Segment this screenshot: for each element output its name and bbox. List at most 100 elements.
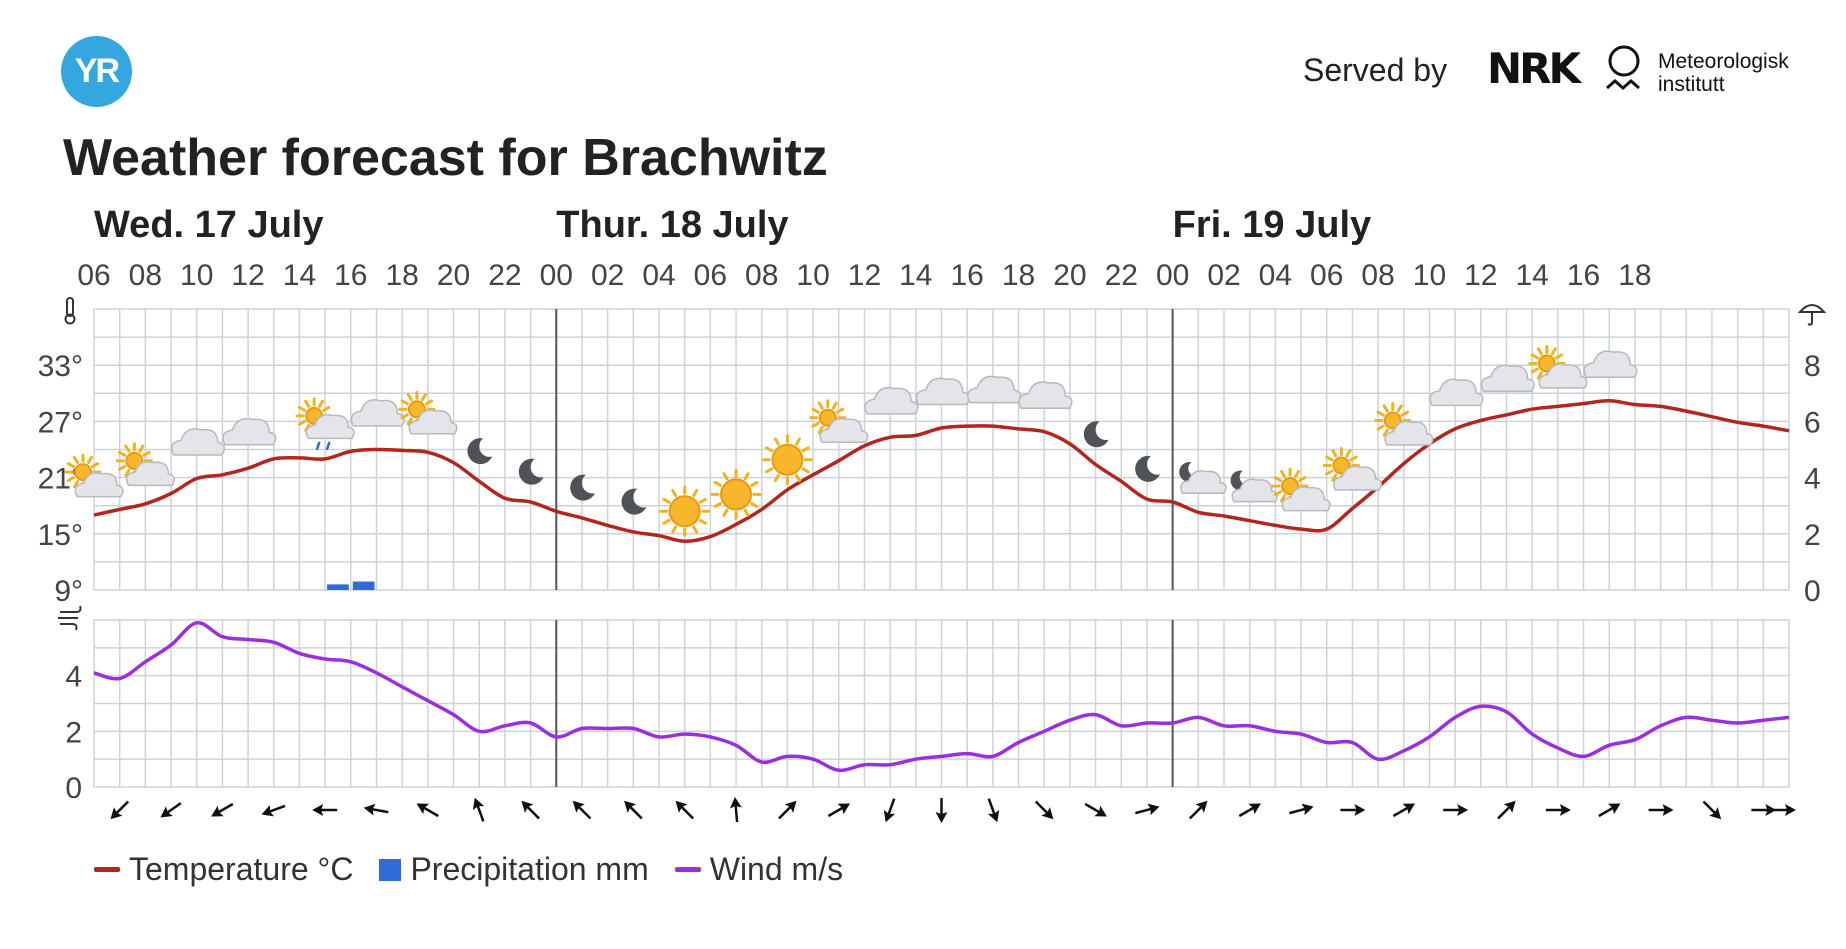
wind-arrow [1238,803,1261,818]
wind-tick-label: 4 [65,661,82,694]
sun-ray [773,473,780,483]
cloudy-icon [350,399,405,427]
hour-tick-label: 08 [1361,259,1394,292]
sun-ray [1280,494,1287,503]
wind-arrow [1034,800,1054,820]
precipitation-bar [352,581,375,590]
cloudy-icon [915,377,970,406]
sun-ray [1345,449,1352,458]
thermometer-stem [66,297,74,317]
thermometer-icon [64,297,76,325]
met-institutt-logo[interactable]: Meteorologisk institutt [1658,50,1789,96]
wind-arrow-head [1195,800,1208,813]
temperature-line [93,399,1790,544]
sun-ray [1554,353,1564,360]
sun-ray [671,489,678,498]
yr-logo[interactable]: YR [61,36,132,107]
sun-disc [668,495,701,528]
cloud-shape [1583,350,1638,379]
sun-ray [773,437,780,446]
hour-tick-label: 06 [694,259,727,292]
wind-arrow [211,802,234,817]
cloud-shape [864,386,919,415]
wind-arrow-head [1354,804,1366,816]
partly-cloudy-night-icon [1179,462,1227,495]
wind-arrow-head [1248,803,1261,815]
sun-disc [1383,411,1402,430]
wind-arrow [1289,803,1314,816]
sun-ray [1530,353,1539,360]
sun-ray [1298,476,1307,483]
wind-arrow-head [935,812,948,823]
sun-disc [125,451,144,470]
wind-arrow-head [1559,804,1571,816]
sun-ray [1400,410,1409,417]
temp-tick-label: 33° [38,350,83,383]
sun-ray [817,425,824,434]
clear-night-icon [621,488,647,515]
cloudy-icon [1018,381,1073,409]
sun-ray [743,508,750,517]
cloudy-icon [864,386,919,415]
sun-ray [1530,367,1539,374]
cloudy-icon [1429,378,1484,407]
wind-arrow-head [312,804,324,816]
day-label: Fri. 19 July [1173,204,1372,246]
partly-cloudy-day-icon [1528,344,1588,389]
forecast-chart: Wed. 17 July Thur. 18 July Fri. 19 July 06 0… [38,204,1827,823]
sun-ray [142,450,151,457]
hour-tick-label: 12 [231,259,264,292]
day-label: Wed. 17 July [94,204,324,246]
sun-ray [66,476,75,483]
hour-tick-label: 10 [180,259,213,292]
cloud-shape [1018,381,1073,409]
cloud-shape [1480,364,1535,393]
precip-tick-label: 0 [1804,575,1821,608]
legend-temperature-label: Temperature °C [129,851,354,887]
partly-cloudy-day-icon [398,390,458,435]
wind-arrow-head [363,803,376,816]
clear-night-icon [518,458,544,485]
clear-night-icon [467,438,493,465]
partly-cloudy-day-icon [1271,467,1331,512]
legend-precipitation-swatch [379,858,402,881]
sun-ray [765,446,774,453]
precip-tick-label: 4 [1804,463,1821,496]
wind-arrow-head [1301,803,1314,816]
sun-ray [91,462,100,469]
sun-disc [407,400,426,419]
sun-ray [662,518,671,525]
temp-tick-label: 15° [38,519,83,552]
wind-arrow-head [1503,800,1516,813]
partly-cloudy-night-icon [1230,470,1279,503]
sun-ray [713,501,722,508]
sun-ray [297,405,307,412]
cloud-shape [125,460,176,487]
sun-ray [1349,455,1358,462]
clear-day-icon [761,434,813,486]
wind-arrow-head [1094,805,1107,817]
hour-tick-label: 04 [642,259,675,292]
temp-tick-label: 9° [54,575,83,608]
wind-arrow [160,802,182,818]
day-label: Thur. 18 July [556,204,788,246]
clear-day-icon [659,485,711,537]
cloudy-icon [222,417,277,446]
partly-cloudy-day-icon [115,442,176,487]
hour-tick-label: 08 [129,259,162,292]
sun-ray [698,518,707,525]
sun-ray [400,413,409,420]
legend-wind: Wind m/s [674,851,843,888]
cloud-shape [967,375,1022,404]
wind-arrow [827,803,851,818]
sun-ray [118,450,127,457]
wind-arrow [416,803,439,818]
wind-arrow [883,798,896,823]
wind-arrow [472,797,485,822]
wind-arrow [1084,802,1107,817]
nrk-logo[interactable]: NRK [1487,44,1581,93]
sun-ray [406,417,413,426]
wind-tick-label: 2 [65,716,82,749]
sun-ray [297,419,307,426]
cloud-shape [305,413,355,440]
